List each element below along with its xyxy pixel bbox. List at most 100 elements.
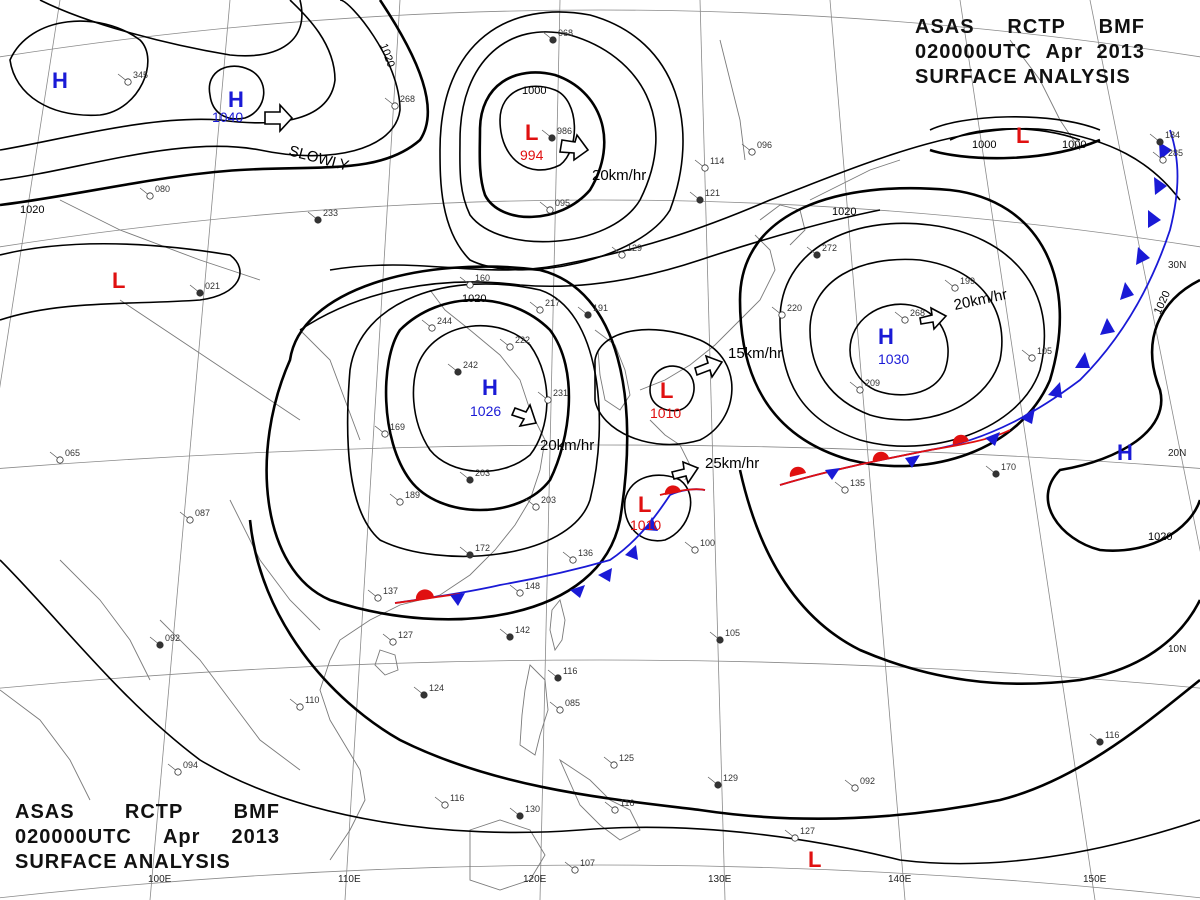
station-pressure: 094 [183, 760, 198, 770]
station-circle [156, 641, 164, 649]
high-center-value: 1026 [470, 403, 501, 419]
station-pressure: 105 [725, 628, 740, 638]
isobar-label: 1020 [20, 204, 44, 216]
cold-front-symbol [985, 432, 1000, 446]
cold-front-symbol [645, 517, 658, 531]
station-pressure: 110 [305, 695, 319, 705]
station-plot: 110 [289, 695, 319, 711]
station-circle [992, 470, 1000, 478]
station-plot: 096 [741, 140, 772, 156]
station-circle [1028, 354, 1036, 362]
station-pressure: 137 [383, 586, 398, 596]
latitude-label: 30N [1168, 260, 1186, 271]
station-plot: 231 [537, 388, 568, 404]
station-circle [791, 834, 799, 842]
isobar-1012-south [738, 469, 1200, 686]
station-pressure: 172 [475, 543, 490, 553]
station-plot: 189 [389, 490, 420, 506]
station-pressure: 135 [850, 478, 865, 488]
meridian-110e [344, 0, 401, 900]
station-pressure: 096 [757, 140, 772, 150]
front-line-warm-east [779, 429, 1011, 486]
taiwan [549, 599, 566, 652]
station-plot: 191 [577, 303, 608, 319]
station-pressure: 345 [133, 70, 148, 80]
station-circle [389, 638, 397, 646]
cold-front-symbol [1020, 408, 1035, 424]
isobar-1036-high [9, 20, 149, 117]
station-pressure: 169 [390, 422, 405, 432]
longitude-label: 100E [148, 874, 172, 885]
longitude-label: 110E [338, 874, 361, 885]
meridian-90e [0, 0, 61, 389]
station-plot: 137 [367, 586, 398, 602]
station-pressure: 203 [475, 468, 490, 478]
cold-front-symbol [598, 568, 612, 582]
isobar-1012-upper [329, 127, 1181, 271]
longitude-label: 150E [1083, 874, 1107, 885]
low-center-value: 1010 [650, 405, 681, 421]
station-plot: 116 [547, 666, 577, 682]
station-pressure: 127 [800, 826, 815, 836]
station-circle [428, 324, 436, 332]
station-plot: 242 [447, 360, 478, 376]
movement-arrow [559, 133, 590, 162]
movement-arrow [510, 403, 538, 428]
station-circle [901, 316, 909, 324]
station-pressure: 199 [960, 276, 975, 286]
station-plot: 021 [189, 281, 220, 297]
station-pressure: 148 [525, 581, 540, 591]
header-agency: ASAS [15, 801, 75, 823]
isobar-1016-west [0, 242, 241, 321]
borneo [469, 819, 546, 891]
high-center-value: 1040 [212, 109, 243, 125]
station-circle [544, 396, 552, 404]
movement-arrows [264, 102, 948, 485]
station-plot: 085 [549, 698, 580, 714]
station-circle [618, 251, 626, 259]
header-month: Apr [162, 826, 201, 848]
station-plot: 184 [1149, 130, 1180, 146]
inland-border-4 [299, 329, 361, 441]
station-pressure: 087 [195, 508, 210, 518]
burma-border [59, 559, 151, 681]
station-circle [56, 456, 64, 464]
china-coast [329, 289, 546, 661]
station-circle [748, 148, 756, 156]
map-header-bottom-left: ASAS RCTP BMF 020000UTC Apr 2013 SURFACE… [15, 800, 280, 875]
low-center-letter: L [1016, 123, 1029, 148]
header-time: 020000UTC [15, 826, 132, 848]
station-plot: 092 [844, 776, 875, 792]
station-circle [466, 281, 474, 289]
station-plot: 124 [413, 683, 444, 699]
station-pressure: 285 [1168, 148, 1183, 158]
high-center-letter: H [482, 375, 498, 400]
station-pressure: 065 [65, 448, 80, 458]
station-plot: 272 [806, 243, 837, 259]
station-circle [536, 306, 544, 314]
station-pressure: 203 [541, 495, 556, 505]
movement-arrow [694, 354, 724, 379]
isobar-label: 1000 [522, 85, 546, 97]
station-circle [420, 691, 428, 699]
station-circle [466, 551, 474, 559]
station-pressure: 085 [565, 698, 580, 708]
high-center-letter: H [228, 87, 244, 112]
latitude-label: 20N [1168, 448, 1186, 459]
station-circle [778, 311, 786, 319]
cold-front-symbol [450, 593, 465, 606]
isobar-label: 1020 [462, 293, 486, 305]
cold-front-symbol [1154, 177, 1167, 195]
header-agency: ASAS [915, 16, 975, 38]
station-plot: 148 [509, 581, 540, 597]
isobar-1000-low [478, 71, 606, 219]
station-circle [466, 476, 474, 484]
station-circle [391, 102, 399, 110]
map-header-top-right: ASAS RCTP BMF 020000UTC Apr 2013 SURFACE… [915, 15, 1145, 90]
station-plot: 345 [117, 70, 148, 86]
station-plot: 116 [1089, 730, 1119, 746]
station-plot: 116 [604, 798, 634, 814]
station-pressure: 272 [822, 243, 837, 253]
station-circle [174, 768, 182, 776]
low-center-value: 1010 [630, 517, 661, 533]
